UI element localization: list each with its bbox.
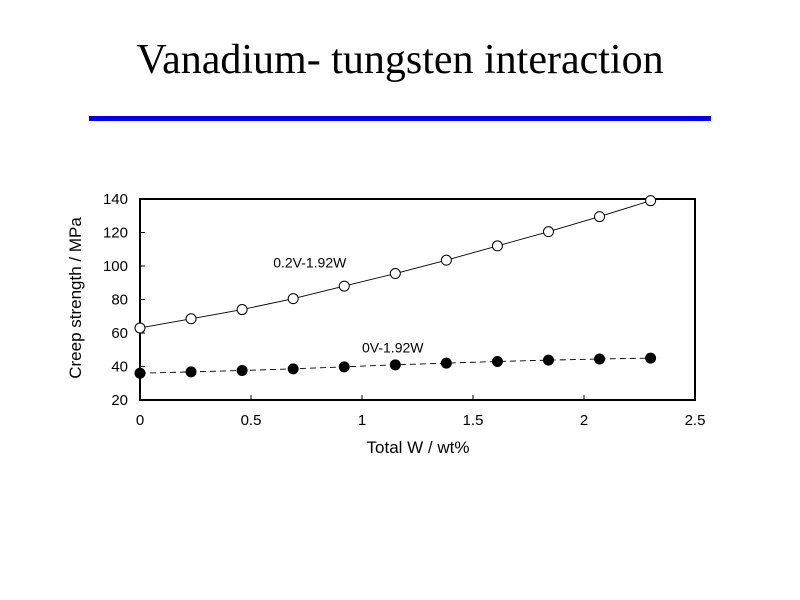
data-point <box>542 226 554 238</box>
x-axis-label: Total W / wt% <box>367 438 470 457</box>
plot-frame <box>139 198 696 401</box>
axes-layer: 0 0.5 1 1.5 2 2.5 20 40 60 80 100 120 140 <box>103 191 705 429</box>
data-point <box>440 254 452 266</box>
data-point <box>645 195 657 207</box>
data-point <box>491 240 503 252</box>
data-point <box>134 322 146 334</box>
data-point <box>594 353 606 365</box>
series-0.2V-1.92W <box>134 195 657 334</box>
data-point <box>287 293 299 305</box>
annotation-layer: 0.2V-1.92W 0V-1.92W <box>273 255 424 356</box>
data-point <box>645 352 657 364</box>
data-point <box>594 211 606 223</box>
data-point <box>338 361 350 373</box>
data-point <box>185 313 197 325</box>
title-rule <box>89 116 711 121</box>
series-label: 0V-1.92W <box>362 339 424 355</box>
y-axis-label: Creep strength / MPa <box>66 217 85 379</box>
y-tick-label: 60 <box>111 325 128 342</box>
x-tick-label: 0 <box>136 412 144 429</box>
series-line <box>139 200 651 329</box>
x-tick-label: 1.5 <box>463 412 484 429</box>
series-0V-1.92W <box>134 352 657 379</box>
data-point <box>440 357 452 369</box>
y-tick-label: 140 <box>103 191 128 208</box>
data-point <box>134 367 146 379</box>
data-point <box>389 268 401 280</box>
data-point <box>389 359 401 371</box>
x-tick-label: 2 <box>580 412 588 429</box>
data-point <box>185 366 197 378</box>
data-point <box>338 280 350 292</box>
data-point <box>236 304 248 316</box>
y-tick-label: 40 <box>111 359 128 376</box>
y-tick-label: 100 <box>103 258 128 275</box>
data-point <box>236 365 248 377</box>
y-tick-label: 120 <box>103 225 128 242</box>
series-layer <box>134 195 657 379</box>
y-tick-label: 20 <box>111 392 128 409</box>
data-point <box>491 355 503 367</box>
x-tick-label: 2.5 <box>685 412 706 429</box>
data-point <box>542 354 554 366</box>
data-point <box>287 363 299 375</box>
x-tick-label: 0.5 <box>241 412 262 429</box>
x-tick-label: 1 <box>358 412 366 429</box>
y-tick-label: 80 <box>111 292 128 309</box>
slide-title: Vanadium- tungsten interaction <box>136 37 664 83</box>
series-label: 0.2V-1.92W <box>273 255 347 271</box>
